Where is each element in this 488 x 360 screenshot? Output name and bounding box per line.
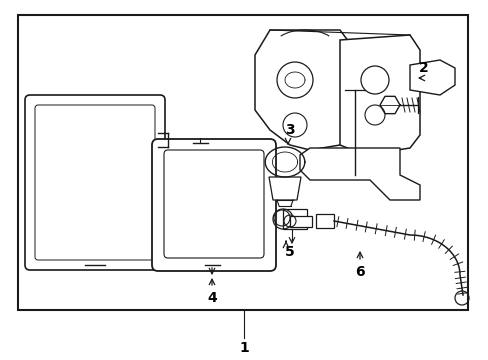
- Polygon shape: [268, 177, 301, 200]
- Polygon shape: [299, 148, 419, 200]
- Bar: [18, 15, 467, 310]
- Text: 6: 6: [354, 265, 364, 279]
- FancyBboxPatch shape: [35, 105, 155, 260]
- FancyBboxPatch shape: [152, 139, 275, 271]
- FancyBboxPatch shape: [163, 150, 264, 258]
- Text: 3: 3: [285, 123, 294, 137]
- Polygon shape: [254, 30, 354, 150]
- Text: 5: 5: [285, 245, 294, 259]
- Bar: [315, 214, 333, 228]
- Bar: [283, 209, 306, 229]
- Polygon shape: [339, 35, 419, 155]
- Bar: [289, 216, 311, 227]
- FancyBboxPatch shape: [25, 95, 164, 270]
- Text: 2: 2: [418, 61, 428, 75]
- Text: 4: 4: [207, 291, 217, 305]
- Text: 1: 1: [239, 341, 248, 355]
- Polygon shape: [409, 60, 454, 95]
